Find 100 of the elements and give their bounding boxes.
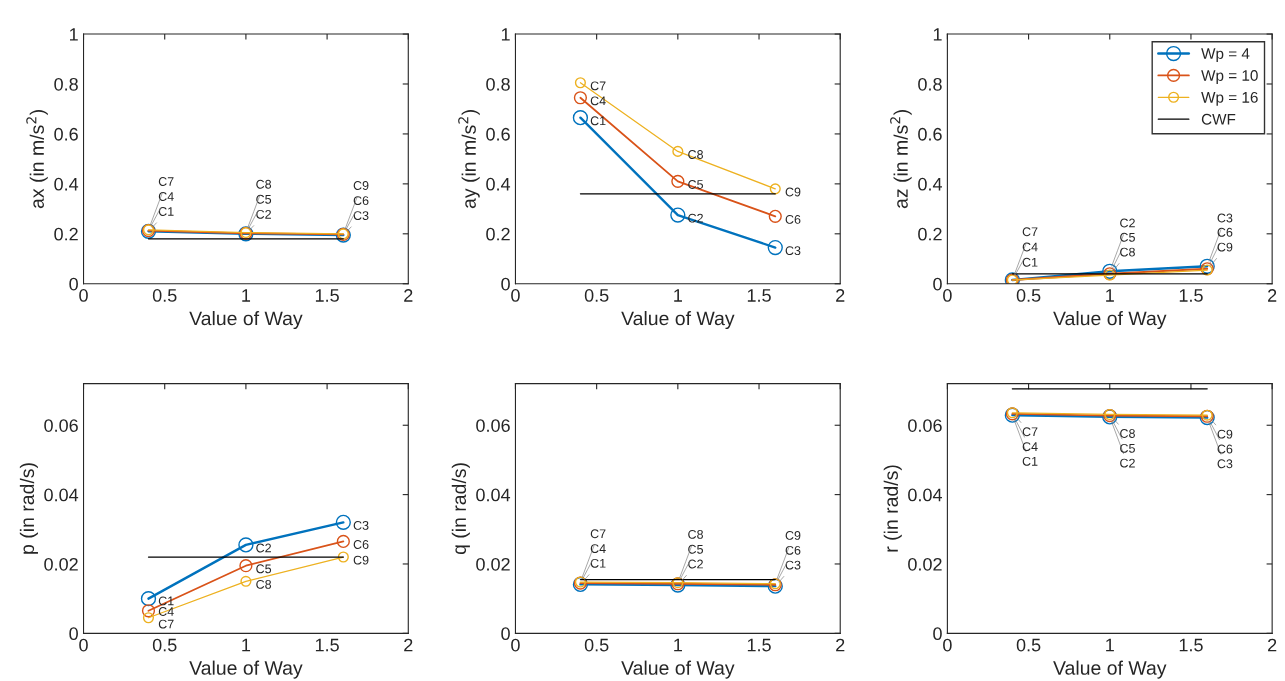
point	[767, 239, 783, 256]
annotation: C6	[785, 215, 801, 224]
annotation: C8	[688, 150, 703, 159]
point	[238, 537, 254, 553]
annotation: C3	[353, 211, 369, 221]
y-tick-label: 0.6	[918, 127, 942, 141]
x-tick-label: 1.5	[1179, 289, 1203, 302]
annotation: C5	[688, 180, 704, 189]
point	[337, 551, 349, 563]
point	[572, 110, 589, 126]
annotation: C6	[1217, 444, 1233, 454]
annotation: C5	[1120, 443, 1135, 453]
x-axis-title: Value of Way	[189, 660, 303, 679]
x-tick-label: 0	[79, 289, 88, 302]
annotation: C8	[1120, 247, 1135, 257]
annotation: C4	[1022, 242, 1038, 252]
annotation: C8	[688, 529, 703, 539]
y-axis-title: p (in rad/s)	[19, 463, 38, 554]
x-tick-label: 0.5	[152, 638, 177, 652]
x-tick-label: 2	[404, 289, 413, 302]
y-tick-label: 0.02	[908, 557, 942, 571]
y-tick-label: 0.4	[918, 177, 942, 191]
annotation: C1	[1022, 257, 1038, 267]
point	[142, 612, 155, 624]
x-axis-title: Value of Way	[621, 311, 735, 330]
annotation: C7	[590, 81, 606, 91]
x-tick-label: 1.5	[747, 638, 771, 652]
annotation: C2	[688, 559, 703, 569]
y-tick-label: 0.6	[486, 127, 510, 141]
y-tick-label: 1	[70, 28, 78, 41]
y-axis-title: r (in rad/s)	[883, 465, 902, 552]
y-tick-label: 0.4	[486, 177, 511, 191]
x-tick-label: 1	[1106, 638, 1114, 652]
annotation: C4	[158, 192, 174, 201]
point	[140, 591, 157, 607]
annotation: C4	[590, 96, 606, 106]
y-tick-label: 0	[69, 627, 78, 641]
x-tick-label: 1	[674, 638, 682, 652]
annotation: C1	[1022, 456, 1038, 466]
y-tick-label: 0	[933, 627, 942, 641]
y-tick-label: 0.8	[54, 77, 78, 91]
annotation: C1	[590, 558, 606, 568]
x-tick-label: 0	[511, 289, 520, 302]
y-tick-label: 0.04	[908, 488, 942, 502]
y-tick-label: 0.2	[486, 227, 510, 241]
y-tick-label: 1	[501, 28, 510, 41]
y-tick-label: 0	[501, 277, 510, 291]
annotation: C4	[590, 544, 606, 554]
point	[573, 91, 588, 105]
y-axis-title: az (in m/s$^{2}$)	[890, 110, 912, 209]
x-tick-label: 0	[511, 638, 520, 652]
annotation: C1	[590, 116, 606, 126]
x-tick-label: 2	[1268, 638, 1277, 652]
point	[335, 514, 351, 530]
y-tick-label: 0.02	[476, 557, 510, 571]
annotation: C6	[353, 196, 369, 206]
point	[672, 145, 684, 157]
point	[769, 183, 781, 195]
y-tick-label: 0.4	[54, 177, 79, 191]
y-tick-label: 0.8	[486, 77, 510, 91]
annotation: C5	[256, 194, 272, 204]
x-tick-label: 1	[1106, 289, 1114, 302]
annotation: C9	[785, 531, 801, 540]
y-tick-label: 0	[501, 627, 510, 641]
x-axis-title: Value of Way	[1053, 660, 1167, 679]
annotation: C3	[785, 246, 801, 256]
x-tick-label: 1	[242, 638, 251, 652]
annotation: C4	[1022, 442, 1038, 452]
x-tick-label: 2	[404, 638, 413, 652]
point	[574, 77, 586, 89]
x-tick-label: 1.5	[315, 289, 339, 302]
point	[141, 604, 156, 618]
annotation: C1	[158, 207, 174, 216]
x-axis-title: Value of Way	[621, 660, 735, 679]
y-axis-title: ay (in m/s$^{2}$)	[458, 110, 480, 209]
annotation: C2	[256, 543, 271, 553]
x-tick-label: 0.5	[1016, 638, 1041, 652]
y-axis-title: q (in rad/s)	[451, 463, 470, 555]
y-tick-label: 0.04	[44, 488, 79, 502]
annotation: C9	[1217, 242, 1233, 252]
point	[671, 174, 685, 188]
x-axis-title: Value of Way	[189, 311, 303, 330]
x-tick-label: 0	[943, 289, 952, 302]
y-tick-label: 0	[933, 277, 942, 291]
x-tick-label: 0.5	[584, 638, 609, 652]
x-tick-label: 0.5	[1016, 289, 1041, 302]
y-tick-label: 0.06	[44, 419, 78, 432]
x-tick-label: 1.5	[1179, 638, 1203, 652]
x-tick-label: 1.5	[747, 289, 771, 302]
annotation: C9	[785, 187, 801, 197]
annotation: C8	[256, 179, 272, 189]
annotation: C6	[353, 540, 369, 549]
y-tick-label: 0.8	[918, 77, 942, 91]
x-tick-label: 2	[836, 638, 845, 652]
y-axis-title: ax (in m/s$^{2}$)	[26, 110, 48, 209]
x-tick-label: 1.5	[315, 638, 339, 652]
point	[336, 534, 350, 549]
annotation: C7	[158, 177, 174, 186]
point	[239, 559, 253, 573]
annotation: C9	[353, 555, 369, 565]
